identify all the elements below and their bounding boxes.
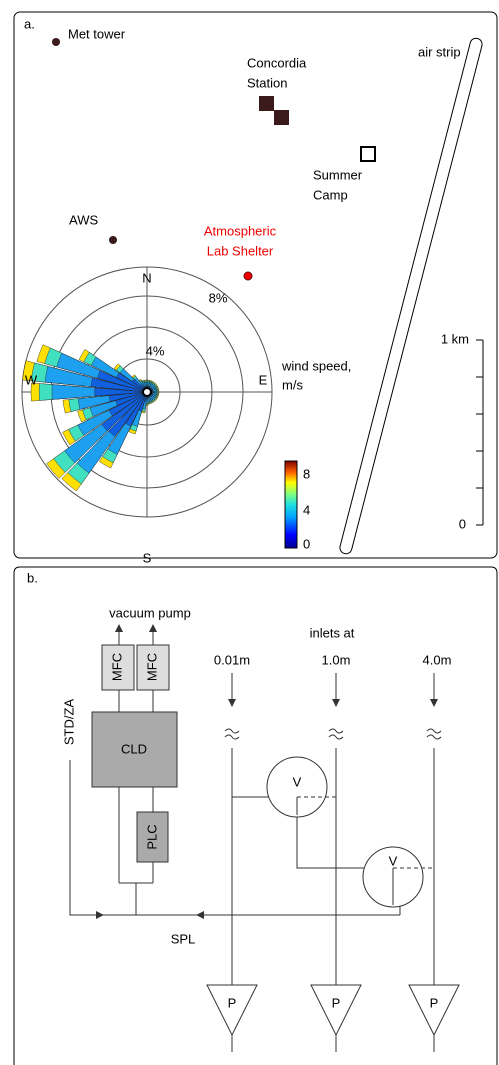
valve-tube bbox=[296, 797, 393, 869]
place-label: AWS bbox=[69, 212, 98, 227]
summer-camp-marker bbox=[360, 146, 376, 162]
plc-label: PLC bbox=[144, 824, 159, 849]
legend-title: wind speed, bbox=[281, 358, 351, 373]
tubing-break bbox=[328, 728, 344, 740]
valve bbox=[266, 756, 328, 818]
rose-petal bbox=[125, 391, 148, 427]
direction-label: E bbox=[259, 372, 268, 387]
place-label: Met tower bbox=[68, 26, 126, 41]
place-label: Summer bbox=[313, 167, 363, 182]
rose-petal bbox=[101, 391, 148, 432]
pump-triangle bbox=[206, 984, 460, 1037]
scale-label: 1 km bbox=[441, 331, 469, 346]
colorbar bbox=[284, 460, 298, 549]
station-building bbox=[259, 96, 274, 111]
tubing-break bbox=[224, 728, 240, 740]
colorbar-label: 8 bbox=[303, 466, 310, 481]
pipe bbox=[69, 760, 104, 919]
inlets-title: inlets at bbox=[310, 625, 355, 640]
pump-label: P bbox=[430, 995, 439, 1010]
legend-title: m/s bbox=[282, 377, 303, 392]
place-label: Camp bbox=[313, 187, 348, 202]
scale-bar: 1 km 0 bbox=[441, 331, 484, 531]
panel-label: a. bbox=[24, 16, 35, 31]
spl-label: SPL bbox=[171, 931, 196, 946]
wind-rose: N E S W 4% 8% bbox=[21, 266, 273, 565]
direction-label: W bbox=[25, 372, 38, 387]
panel-b: b. vacuum pump MFC MFC CLD PLC STD/ZA SP… bbox=[13, 566, 498, 1065]
met-tower-dot bbox=[52, 38, 60, 46]
rose-petal bbox=[108, 391, 148, 437]
rose-center bbox=[142, 387, 152, 397]
place-label: Lab Shelter bbox=[207, 243, 274, 258]
air-strip bbox=[339, 37, 483, 555]
panel-label: b. bbox=[27, 570, 38, 585]
lab-shelter-dot bbox=[243, 271, 253, 281]
place-label: Concordia bbox=[247, 55, 307, 70]
cld-box bbox=[91, 711, 178, 788]
rose-petal bbox=[97, 370, 148, 393]
colorbar-label: 4 bbox=[303, 502, 310, 517]
valve-label: V bbox=[389, 853, 398, 868]
place-label: Atmospheric bbox=[204, 223, 277, 238]
tubing-break bbox=[426, 728, 442, 740]
panel-a: a. Met tower Concordia Station Summer Ca… bbox=[13, 11, 498, 565]
panel-b-frame bbox=[13, 566, 498, 1065]
direction-label: S bbox=[143, 550, 152, 565]
pump-label: P bbox=[332, 995, 341, 1010]
place-label: Station bbox=[247, 75, 287, 90]
scale-label: 0 bbox=[459, 516, 466, 531]
valve-label: V bbox=[293, 774, 302, 789]
rose-petal bbox=[108, 391, 148, 402]
std-za-label: STD/ZA bbox=[61, 699, 76, 746]
cld-label: CLD bbox=[121, 741, 147, 756]
inlet-label: 4.0m bbox=[423, 652, 452, 667]
rose-petal bbox=[115, 391, 148, 406]
colorbar-label: 0 bbox=[303, 536, 310, 551]
inlet-label: 0.01m bbox=[214, 652, 250, 667]
ring-label: 4% bbox=[146, 343, 165, 358]
panel-a-frame bbox=[13, 11, 498, 559]
place-label: air strip bbox=[418, 44, 461, 59]
pump-label: P bbox=[228, 995, 237, 1010]
mfc-label: MFC bbox=[109, 653, 124, 681]
rose-petals bbox=[22, 344, 160, 492]
rose-petal bbox=[94, 387, 148, 397]
ring-label: 8% bbox=[209, 290, 228, 305]
rose-petal bbox=[90, 377, 148, 393]
mfc-box bbox=[136, 644, 170, 691]
rose-petal bbox=[116, 372, 148, 393]
aws-dot bbox=[109, 236, 117, 244]
rose-petal bbox=[108, 391, 148, 417]
inlet-label: 1.0m bbox=[322, 652, 351, 667]
vacuum-pump-label: vacuum pump bbox=[109, 605, 191, 620]
direction-label: N bbox=[142, 270, 151, 285]
mfc-label: MFC bbox=[144, 653, 159, 681]
inlet-lines bbox=[206, 673, 460, 1052]
station-building bbox=[274, 110, 289, 125]
plc-box bbox=[136, 811, 169, 863]
mfc-box bbox=[101, 644, 135, 691]
